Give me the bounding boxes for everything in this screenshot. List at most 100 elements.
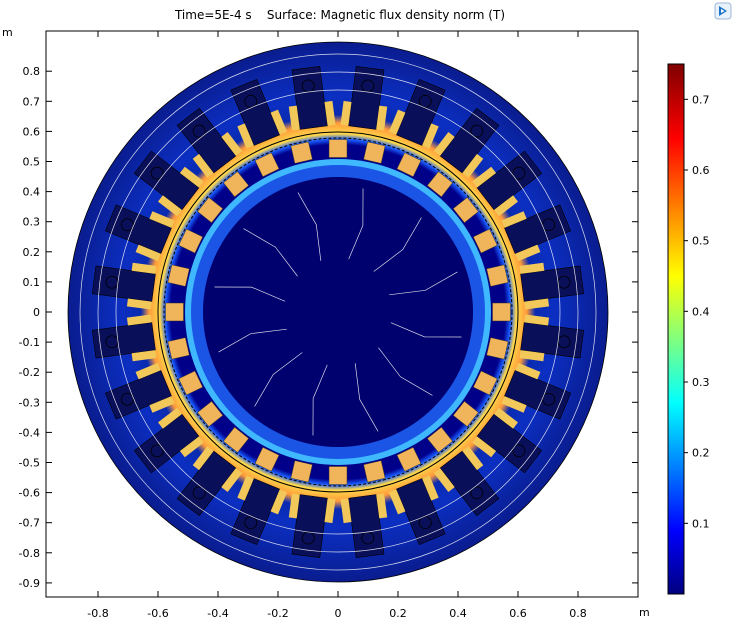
stator-slot <box>340 493 388 559</box>
colorbar-tick-label: 0.2 <box>692 447 710 460</box>
contour-line <box>115 89 561 535</box>
y-tick-label: 0 <box>33 306 40 319</box>
contour-line <box>390 322 462 338</box>
colorbar-tick-label: 0.5 <box>692 235 710 248</box>
stator-slot <box>519 314 585 362</box>
rotor-magnet <box>178 370 204 396</box>
x-tick-label: 0.2 <box>389 607 407 620</box>
stator-slot <box>176 107 243 178</box>
rotor-magnet <box>452 197 479 224</box>
y-tick-label: -0.3 <box>19 396 40 409</box>
rotor-magnet <box>254 152 280 178</box>
contour-line <box>297 192 322 261</box>
stator-slots <box>91 65 585 559</box>
contour-line <box>312 364 328 436</box>
y-tick-label: 0.4 <box>23 186 41 199</box>
rotor-magnet <box>197 400 224 427</box>
stator-slot <box>519 262 585 310</box>
title-surface: Surface: Magnetic flux density norm (T) <box>266 8 506 22</box>
rotor-magnet <box>254 446 280 472</box>
rotor-magnet <box>363 460 386 483</box>
stator-slot <box>472 150 543 217</box>
y-tick-label: -0.2 <box>19 366 40 379</box>
contour-line <box>254 352 303 407</box>
air-gap-outer <box>157 131 519 493</box>
colorbar-tick-label: 0.3 <box>692 376 710 389</box>
rotor-magnet <box>452 400 479 427</box>
rotor-magnet <box>290 141 313 164</box>
stator-slot <box>91 314 157 362</box>
colorbar-tick-label: 0.4 <box>692 305 710 318</box>
x-tick-label: -0.2 <box>267 607 288 620</box>
x-tick-label: 0.6 <box>509 607 527 620</box>
stator-slot <box>501 362 572 420</box>
colorbar-tick-label: 0.1 <box>692 517 710 530</box>
x-tick-label: 0 <box>335 607 342 620</box>
rotor-magnet <box>486 264 509 287</box>
rotor-magnet <box>328 139 348 158</box>
contour-line <box>79 53 597 571</box>
rotor-magnet <box>426 171 453 198</box>
x-axis-unit: m <box>639 606 650 619</box>
colorbar-tick-label: 0.6 <box>692 164 710 177</box>
rotor-magnet <box>472 228 498 254</box>
air-gap-inner <box>163 137 513 487</box>
y-tick-label: -0.4 <box>19 426 40 439</box>
rotor-magnet <box>167 264 190 287</box>
y-tick-label: 0.6 <box>23 125 41 138</box>
colorbar-ticks: 0.7 0.6 0.5 0.4 0.3 0.2 0.1 <box>684 93 710 530</box>
rotor-core <box>203 177 473 447</box>
stator-slot <box>133 150 204 217</box>
rotor-magnet <box>165 302 184 322</box>
x-tick-label: -0.8 <box>87 607 108 620</box>
y-axis: 0.8 0.7 0.6 0.5 0.4 0.3 0.2 0.1 0 -0.1 -0.2 -0.3 -0.… <box>19 65 638 590</box>
x-tick-label: -0.4 <box>207 607 228 620</box>
comsol-logo-icon[interactable] <box>714 2 732 20</box>
stator-slot <box>501 204 572 262</box>
stator-slot <box>288 493 336 559</box>
contour-line <box>378 347 433 396</box>
stator-slot <box>340 65 388 131</box>
y-tick-label: -0.6 <box>19 487 40 500</box>
y-tick-label: 0.3 <box>23 216 41 229</box>
motor-geometry <box>67 41 609 583</box>
contour-line <box>214 286 286 302</box>
rotor-magnet <box>290 460 313 483</box>
rotor-magnet <box>472 370 498 396</box>
contour-line <box>389 271 458 296</box>
stator-slot <box>133 407 204 474</box>
contour-line <box>97 71 579 553</box>
y-tick-label: 0.1 <box>23 276 41 289</box>
rotor-magnet <box>396 152 422 178</box>
colorbar-tick-label: 0.7 <box>692 93 710 106</box>
y-tick-label: -0.7 <box>19 517 40 530</box>
x-tick-label: 0.4 <box>449 607 467 620</box>
y-tick-label: -0.8 <box>19 547 40 560</box>
stator-slot <box>91 262 157 310</box>
x-tick-label: -0.6 <box>147 607 168 620</box>
rotor-magnets <box>165 139 511 485</box>
x-tick-label: 0.8 <box>569 607 587 620</box>
title-time: Time=5E-4 s <box>174 8 252 22</box>
contour-line <box>218 328 287 353</box>
y-axis-unit: m <box>2 26 13 39</box>
stator-slot <box>433 107 500 178</box>
stator-slot <box>176 446 243 517</box>
plot-title: Time=5E-4 s Surface: Magnetic flux densi… <box>0 8 680 22</box>
stator-slot <box>472 407 543 474</box>
stator-slot <box>433 446 500 517</box>
stator-slot <box>104 204 175 262</box>
stator-outline <box>67 41 609 583</box>
y-tick-label: 0.5 <box>23 156 41 169</box>
y-tick-label: 0.7 <box>23 95 41 108</box>
contour-lines <box>79 53 597 571</box>
rotor-magnet <box>178 228 204 254</box>
stator-slot <box>388 78 446 149</box>
stator-slot <box>388 475 446 546</box>
y-tick-label: -0.5 <box>19 457 40 470</box>
contour-line <box>354 363 379 432</box>
x-axis: -0.8 -0.6 -0.4 -0.2 0 0.2 0.4 0.6 0.8 <box>87 31 587 620</box>
stator-slot <box>230 475 288 546</box>
contour-line <box>348 188 364 260</box>
